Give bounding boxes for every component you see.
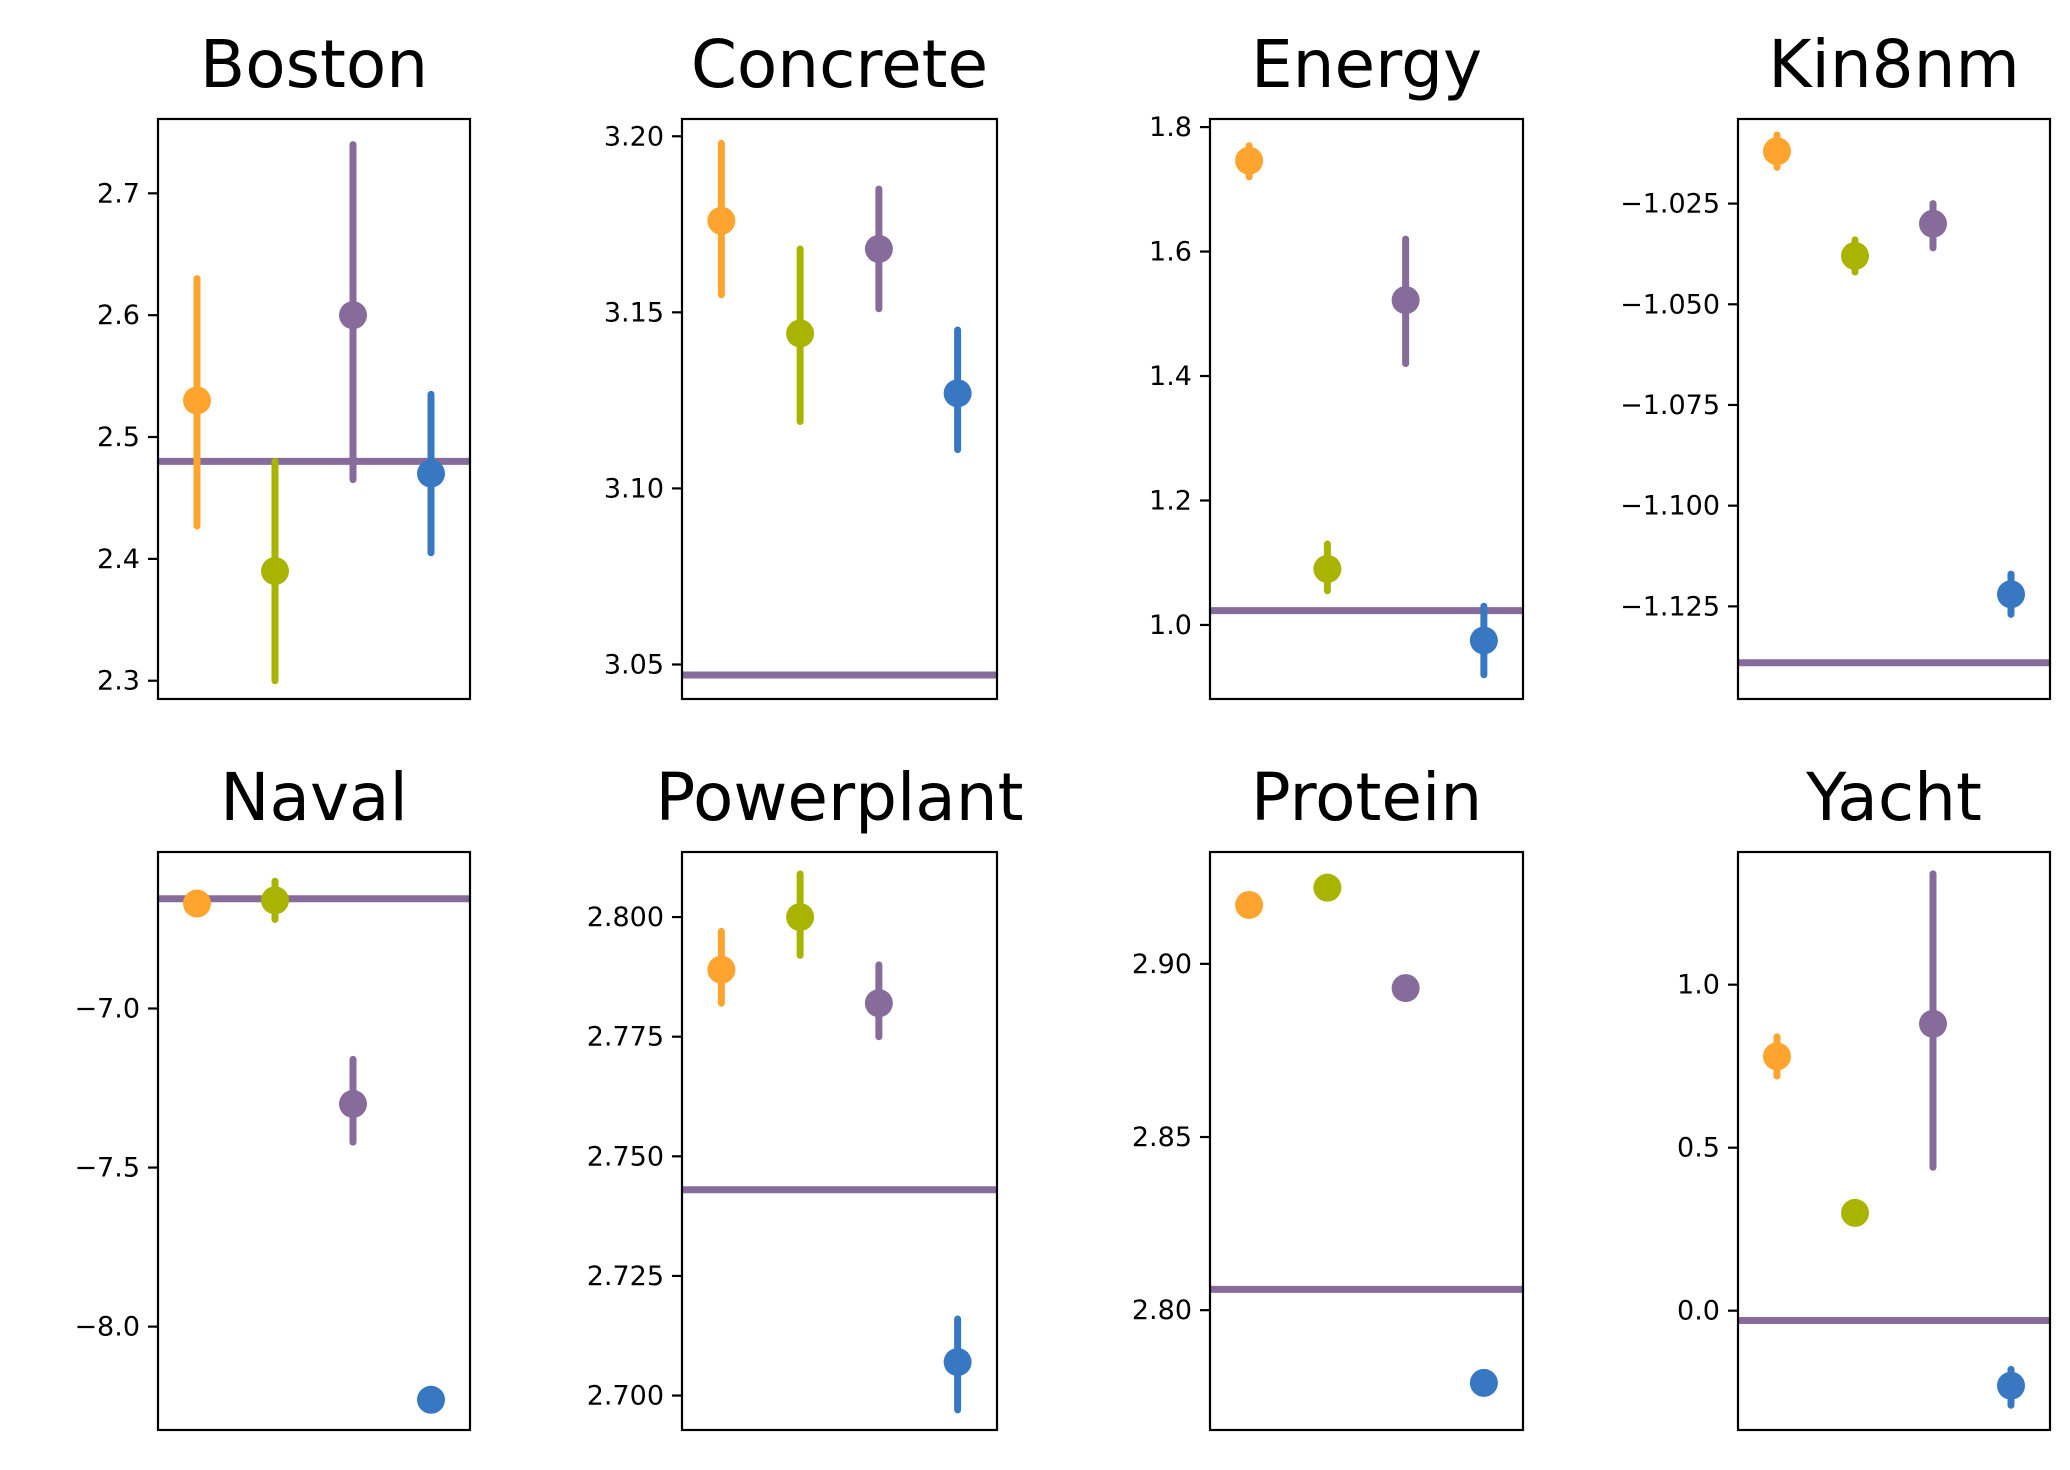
y-tick-label: −1.025 [1620,189,1720,220]
axes-frame [1736,850,2052,1432]
data-point [1997,580,2025,609]
data-point [943,1348,972,1377]
data-point [707,955,736,984]
data-point [1919,209,1947,238]
data-point [864,989,893,1018]
y-tick-label: 1.0 [1677,970,1720,1001]
data-point [1763,1042,1791,1071]
y-tick-label: 0.5 [1677,1133,1720,1164]
panel-boston: Boston 2.3 2.4 2.5 2.6 2.7 [97,26,472,701]
axes-frame [1736,117,2052,701]
data-point [1235,146,1264,175]
y-tick-label: 1.8 [1149,112,1192,143]
axes-frame [680,117,999,701]
y-tick-label: −1.100 [1620,491,1720,522]
y-tick-label: 1.6 [1149,237,1192,268]
data-point [1919,1009,1947,1038]
data-point [1763,137,1791,166]
y-tick-label: 3.20 [604,121,664,152]
axes-frame [156,850,472,1432]
panel-yacht: Yacht 0.0 0.5 1.0 [1677,759,2052,1432]
y-tick-label: 2.800 [587,902,664,933]
panel-protein: Protein 2.80 2.85 2.90 [1132,759,1525,1432]
axes-frame [1208,117,1525,701]
y-tick-label: 2.85 [1132,1122,1192,1153]
y-tick-label: 2.90 [1132,949,1192,980]
panel-kin8nm: Kin8nm −1.125 −1.100 −1.075 −1.050 −1.025 [1620,26,2052,701]
data-point [417,459,445,488]
panel-title: Protein [1251,759,1482,836]
data-point [339,301,367,330]
panel-title: Yacht [1805,759,1982,836]
data-point [1391,974,1420,1003]
y-tick-label: 3.05 [604,649,664,680]
data-point [183,889,211,918]
data-point [786,903,815,932]
data-point [943,379,972,408]
y-tick-label: −1.075 [1620,390,1720,421]
y-tick-label: −1.050 [1620,289,1720,320]
y-tick-label: −7.0 [74,994,140,1025]
y-tick-label: 2.750 [587,1141,664,1172]
y-tick-label: 2.5 [97,422,140,453]
y-tick-label: −7.5 [74,1153,140,1184]
panel-title: Kin8nm [1768,26,2020,103]
y-tick-label: −8.0 [74,1312,140,1343]
data-point [1997,1371,2025,1400]
panel-title: Powerplant [656,759,1024,836]
panel-powerplant: Powerplant 2.700 2.725 2.750 2.775 2.800 [587,759,1024,1432]
axes-frame [156,117,472,701]
panel-title: Boston [200,26,428,103]
data-point [1469,626,1498,655]
data-point [1235,890,1264,919]
data-point [183,386,211,415]
data-point [707,206,736,235]
y-tick-label: 2.4 [97,544,140,575]
y-tick-label: 3.10 [604,473,664,504]
data-point [1313,873,1342,902]
panel-title: Concrete [691,26,988,103]
y-tick-label: 2.725 [587,1261,664,1292]
data-point [261,557,289,586]
y-tick-label: 2.7 [97,178,140,209]
y-tick-label: 2.6 [97,300,140,331]
data-point [261,886,289,915]
y-tick-label: 1.0 [1149,610,1192,641]
data-point [1313,554,1342,583]
y-tick-label: 1.4 [1149,361,1192,392]
y-tick-label: 0.0 [1677,1296,1720,1327]
panel-naval: Naval −8.0 −7.5 −7.0 [74,759,472,1432]
data-point [339,1089,367,1118]
y-tick-label: 2.700 [587,1381,664,1412]
y-tick-label: −1.125 [1620,591,1720,622]
panel-concrete: Concrete 3.05 3.10 3.15 3.20 [604,26,999,701]
y-tick-label: 1.2 [1149,485,1192,516]
axes-frame [680,850,999,1432]
panel-energy: Energy 1.0 1.2 1.4 1.6 1.8 [1149,26,1525,701]
y-tick-label: 2.80 [1132,1295,1192,1326]
data-point [1391,286,1420,315]
data-point [864,234,893,263]
y-tick-label: 2.775 [587,1022,664,1053]
data-point [1841,241,1869,270]
data-point [786,319,815,348]
data-point [417,1385,445,1414]
axes-frame [1208,850,1525,1432]
panel-title: Naval [220,759,408,836]
panel-title: Energy [1251,26,1482,103]
data-point [1469,1368,1498,1397]
y-tick-label: 2.3 [97,666,140,697]
y-tick-label: 3.15 [604,297,664,328]
data-point [1841,1198,1869,1227]
